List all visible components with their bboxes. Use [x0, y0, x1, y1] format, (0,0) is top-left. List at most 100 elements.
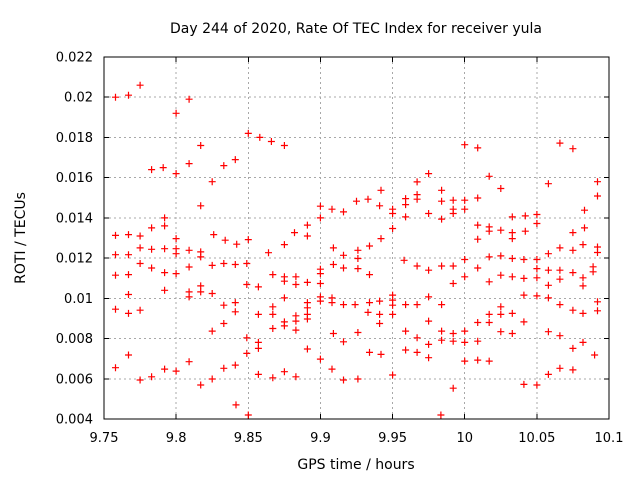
data-point — [449, 262, 457, 270]
data-point — [197, 202, 205, 210]
data-point — [340, 376, 347, 384]
data-point — [269, 310, 277, 318]
data-point — [474, 319, 482, 326]
data-point — [269, 271, 277, 279]
data-point — [461, 338, 469, 346]
data-point — [340, 264, 347, 272]
tick-layer — [103, 56, 610, 420]
data-point — [208, 375, 216, 383]
data-point — [303, 232, 311, 240]
data-point — [413, 262, 421, 270]
data-point — [569, 246, 577, 254]
data-point — [208, 290, 216, 297]
data-point — [425, 340, 433, 348]
data-point — [316, 270, 324, 278]
data-point — [197, 288, 205, 296]
y-tick-label: 0.02 — [64, 91, 93, 106]
data-point — [533, 274, 541, 282]
data-point — [474, 144, 482, 152]
data-point — [474, 337, 482, 345]
data-point — [413, 301, 421, 309]
y-tick-label: 0.022 — [56, 51, 93, 66]
data-point — [269, 303, 277, 311]
data-point — [508, 309, 516, 317]
data-point — [125, 291, 132, 298]
data-point — [461, 256, 469, 263]
data-point — [340, 208, 347, 216]
data-point — [520, 291, 528, 299]
data-point — [291, 229, 298, 237]
y-axis-label: ROTI / TECUs — [13, 192, 29, 284]
y-tick-label: 0.012 — [56, 252, 93, 267]
data-point — [172, 367, 180, 375]
data-point — [280, 294, 288, 302]
data-point — [485, 310, 493, 318]
y-tick-label: 0.016 — [56, 171, 93, 186]
data-point — [161, 222, 169, 230]
data-point — [579, 338, 587, 346]
data-point — [244, 129, 252, 137]
data-point — [449, 280, 457, 287]
data-point — [461, 205, 469, 213]
data-point — [461, 357, 469, 365]
plot-border — [103, 56, 610, 420]
data-point — [280, 241, 288, 249]
y-tick-label: 0.01 — [64, 292, 93, 307]
data-point — [220, 301, 228, 309]
data-point — [316, 214, 324, 222]
data-point — [425, 293, 433, 301]
data-point — [402, 346, 410, 354]
data-point — [508, 213, 516, 221]
data-point — [136, 81, 144, 89]
data-point — [265, 249, 272, 257]
data-point — [340, 338, 347, 346]
data-point — [376, 310, 384, 318]
data-point — [172, 170, 180, 178]
data-point — [377, 235, 385, 243]
data-point — [438, 262, 446, 270]
data-point — [172, 235, 180, 243]
data-point — [148, 166, 156, 174]
data-point — [197, 381, 205, 389]
data-point — [402, 327, 410, 335]
data-point — [474, 235, 482, 243]
data-point — [354, 329, 362, 336]
data-point — [449, 337, 457, 345]
data-point — [220, 320, 228, 327]
data-point — [556, 364, 564, 372]
data-point — [292, 273, 300, 281]
data-point — [579, 309, 587, 317]
data-point — [316, 297, 324, 305]
data-point — [520, 318, 528, 326]
data-point — [112, 93, 119, 101]
data-point — [220, 260, 228, 267]
data-point — [340, 251, 347, 259]
grid-layer — [104, 57, 609, 419]
data-point — [161, 214, 169, 222]
data-point — [254, 283, 262, 291]
data-point — [438, 215, 446, 223]
data-point — [438, 301, 446, 309]
data-point — [112, 231, 119, 239]
data-point — [328, 365, 336, 373]
data-point — [425, 266, 433, 274]
data-point — [556, 139, 564, 147]
data-point — [197, 142, 205, 149]
x-tick-label: 10 — [456, 431, 473, 446]
data-point — [366, 271, 373, 279]
data-point — [413, 348, 421, 356]
data-point — [185, 358, 193, 366]
data-point — [136, 260, 144, 267]
data-point — [244, 236, 252, 244]
data-point — [497, 226, 505, 234]
data-point — [569, 306, 577, 314]
data-point — [579, 282, 587, 290]
data-point — [220, 162, 228, 170]
data-point — [533, 381, 541, 389]
data-point — [233, 240, 241, 248]
data-point — [474, 221, 482, 229]
data-point — [594, 298, 601, 306]
data-point — [208, 178, 216, 186]
